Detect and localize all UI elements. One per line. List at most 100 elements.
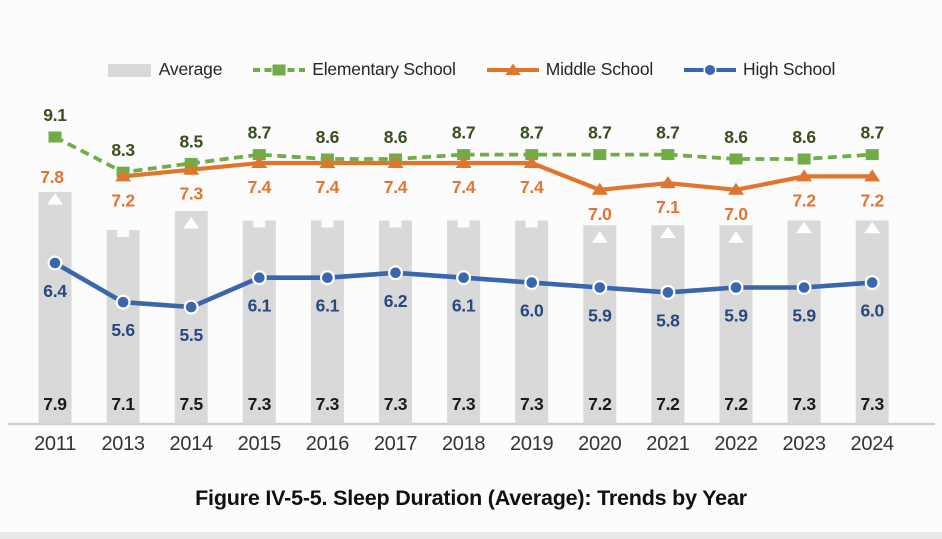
bar-2023 [787, 220, 821, 424]
legend-label-elementary: Elementary School [312, 59, 456, 79]
year-label-2013: 2013 [101, 433, 144, 455]
high-marker-2021 [660, 284, 676, 300]
high-value-label-2014: 5.5 [179, 325, 203, 345]
high-marker-2015 [251, 270, 267, 286]
elementary-value-label-2021: 8.7 [656, 123, 679, 143]
legend: Average Elementary School Middle School … [0, 59, 942, 80]
average-value-label-2011: 7.9 [43, 394, 67, 414]
high-marker-2017 [388, 265, 404, 281]
middle-marker-2023 [796, 169, 813, 182]
year-label-2024: 2024 [851, 433, 894, 455]
high-marker-2022 [728, 280, 744, 296]
elementary-value-label-2017: 8.6 [384, 127, 408, 147]
elementary-value-label-2024: 8.7 [860, 123, 883, 143]
bar-2021 [651, 225, 685, 424]
bar-2015 [242, 220, 276, 424]
elementary-value-label-2014: 8.5 [179, 131, 203, 151]
legend-item-high: High School [683, 59, 835, 80]
elementary-marker-2020 [593, 149, 607, 161]
bar-2016 [310, 220, 344, 424]
middle-value-label-2022: 7.0 [724, 204, 748, 224]
elementary-marker-2019 [525, 149, 539, 161]
high-circle-swatch-icon [684, 62, 737, 77]
middle-value-label-2023: 7.2 [792, 190, 816, 210]
bar-notch-cutout-2016 [321, 219, 334, 228]
bar-2014 [174, 211, 208, 424]
average-value-label-2022: 7.2 [724, 394, 748, 414]
middle-value-label-2011: 7.8 [40, 167, 64, 187]
average-value-label-2016: 7.3 [316, 394, 340, 414]
bar-2019 [515, 220, 549, 424]
middle-value-label-2024: 7.2 [860, 190, 884, 210]
elementary-marker-2018 [457, 149, 471, 161]
legend-label-middle: Middle School [545, 59, 654, 79]
elementary-value-label-2016: 8.6 [316, 127, 340, 147]
middle-marker-2018 [455, 156, 472, 168]
middle-value-label-2014: 7.3 [179, 184, 203, 204]
high-value-label-2018: 6.1 [452, 296, 476, 316]
average-value-label-2018: 7.3 [452, 394, 476, 414]
average-value-label-2017: 7.3 [384, 394, 408, 414]
page-bottom-edge [0, 532, 942, 539]
high-value-label-2021: 5.8 [656, 310, 680, 330]
elementary-dashed-square-swatch-icon [253, 64, 306, 75]
average-value-label-2020: 7.2 [588, 394, 612, 414]
bar-notch-cutout-2018 [457, 219, 470, 228]
legend-item-middle: Middle School [486, 59, 653, 80]
high-value-label-2024: 6.0 [860, 301, 884, 321]
bar-triangle-cutout-2014 [183, 217, 200, 229]
middle-value-label-2017: 7.4 [384, 177, 408, 197]
elementary-value-label-2011: 9.1 [43, 105, 67, 125]
average-bar-swatch-icon [107, 63, 151, 77]
bar-triangle-cutout-2022 [728, 231, 744, 243]
middle-school-line [122, 160, 873, 192]
high-marker-2018 [456, 270, 472, 286]
high-value-label-2015: 6.1 [248, 296, 272, 316]
middle-marker-2017 [387, 156, 404, 168]
bar-triangle-cutout-2021 [659, 226, 676, 238]
bar-2011 [38, 192, 72, 424]
high-value-label-2023: 5.9 [792, 306, 816, 326]
average-value-label-2023: 7.3 [792, 394, 816, 414]
middle-marker-2015 [251, 156, 268, 168]
middle-marker-2013 [115, 169, 132, 182]
middle-value-label-2020: 7.0 [588, 204, 612, 224]
high-marker-2011 [47, 255, 63, 271]
middle-value-label-2015: 7.4 [248, 177, 272, 197]
middle-value-label-2013: 7.2 [111, 190, 135, 210]
middle-value-label-2018: 7.4 [452, 177, 476, 197]
elementary-marker-2011 [48, 131, 62, 143]
high-marker-2024 [864, 275, 880, 291]
bar-2022 [719, 225, 753, 424]
elementary-value-label-2023: 8.6 [792, 127, 816, 147]
bar-triangle-cutout-2023 [796, 221, 813, 234]
bar-2024 [855, 220, 889, 424]
middle-marker-2024 [864, 169, 881, 182]
high-marker-2023 [796, 280, 812, 296]
bar-notch-cutout-2019 [525, 219, 538, 228]
bar-2017 [379, 220, 412, 424]
bar-notch-cutout-2013 [117, 229, 130, 237]
year-label-2022: 2022 [714, 433, 757, 455]
average-value-label-2013: 7.1 [111, 394, 135, 414]
elementary-value-label-2015: 8.7 [248, 123, 271, 143]
bar-2013 [106, 230, 140, 424]
elementary-value-label-2013: 8.3 [111, 140, 135, 160]
year-label-2023: 2023 [782, 433, 825, 455]
middle-marker-2019 [523, 156, 540, 168]
middle-marker-2014 [183, 162, 200, 175]
high-marker-2019 [524, 275, 540, 291]
high-value-label-2020: 5.9 [588, 306, 612, 326]
bar-triangle-cutout-2024 [864, 221, 881, 234]
year-label-2011: 2011 [34, 433, 76, 455]
year-label-2018: 2018 [442, 433, 485, 455]
average-value-label-2021: 7.2 [656, 394, 680, 414]
middle-marker-2016 [319, 156, 336, 168]
elementary-marker-2022 [729, 153, 743, 165]
high-value-label-2011: 6.4 [43, 281, 67, 301]
high-marker-2013 [115, 294, 131, 310]
elementary-marker-2023 [797, 153, 811, 165]
middle-marker-2020 [591, 182, 608, 195]
